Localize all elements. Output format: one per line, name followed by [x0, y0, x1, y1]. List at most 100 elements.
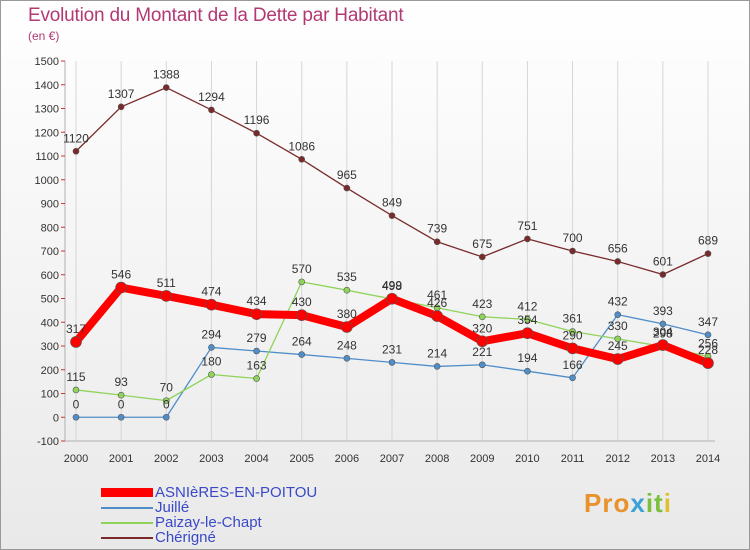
data-label-asnieres: 430	[292, 295, 312, 309]
data-label-paizay: 361	[563, 312, 583, 326]
y-tick-label: 300	[41, 341, 59, 353]
data-label-juille: 231	[382, 342, 402, 356]
data-point-juille-2010	[524, 367, 531, 375]
y-tick-label: 1300	[35, 104, 59, 116]
data-label-paizay: 498	[382, 279, 402, 293]
data-label-juille: 294	[201, 327, 221, 341]
x-tick-label: 2002	[154, 453, 178, 465]
y-tick-label: 800	[41, 222, 59, 234]
data-point-juille-2013	[659, 320, 667, 328]
x-tick-label: 2001	[109, 453, 133, 465]
data-label-cherigne: 739	[427, 222, 447, 236]
data-label-asnieres: 499	[382, 279, 402, 293]
data-label-asnieres: 511	[157, 276, 176, 290]
x-tick-label: 2010	[515, 453, 539, 465]
data-label-asnieres: 317	[66, 322, 86, 336]
legend-label-cherigne: Chérigné	[155, 529, 216, 546]
y-tick-label: 1500	[35, 56, 59, 68]
legend-swatch-asnieres	[101, 488, 153, 497]
data-point-paizay-2004	[253, 375, 260, 382]
y-tick-label: 900	[41, 199, 59, 211]
data-point-paizay-2010	[524, 316, 531, 323]
data-point-asnieres-2003	[205, 298, 218, 311]
data-label-cherigne: 675	[472, 237, 492, 251]
data-label-cherigne: 1294	[198, 90, 225, 104]
data-point-cherigne-2009	[478, 253, 486, 261]
data-label-juille: 347	[698, 315, 718, 329]
x-tick-label: 2014	[696, 453, 720, 465]
data-label-asnieres: 546	[111, 268, 131, 282]
data-point-cherigne-2005	[298, 156, 306, 163]
data-label-paizay: 412	[517, 299, 537, 313]
data-label-paizay: 163	[247, 359, 267, 373]
data-label-juille: 221	[472, 345, 492, 359]
data-point-asnieres-2007	[386, 292, 398, 305]
data-label-paizay: 180	[201, 355, 221, 369]
data-label-asnieres: 474	[201, 285, 221, 299]
data-point-cherigne-2011	[569, 247, 576, 255]
data-point-paizay-2009	[478, 313, 486, 321]
y-tick-label: 700	[41, 246, 59, 258]
data-point-paizay-2011	[569, 328, 576, 335]
data-label-juille: 432	[608, 295, 628, 309]
x-tick-label: 2009	[470, 453, 494, 465]
legend-label-asnieres: ASNIèRES-EN-POITOU	[155, 484, 318, 501]
data-label-cherigne: 1086	[288, 139, 315, 153]
data-label-paizay: 570	[292, 262, 312, 276]
y-tick-label: 200	[41, 365, 59, 377]
data-point-paizay-2006	[343, 286, 351, 294]
data-point-cherigne-2000	[72, 147, 80, 155]
data-point-cherigne-2010	[524, 235, 531, 243]
y-tick-label: 0	[53, 412, 59, 424]
data-label-cherigne: 689	[698, 234, 718, 248]
data-point-asnieres-2005	[295, 309, 308, 321]
data-label-juille: 0	[73, 397, 80, 411]
data-label-asnieres: 354	[517, 313, 537, 327]
data-point-cherigne-2001	[117, 103, 125, 111]
data-point-asnieres-2006	[341, 321, 353, 333]
x-tick-label: 2013	[651, 453, 675, 465]
x-tick-label: 2005	[289, 453, 313, 465]
data-point-juille-2006	[343, 355, 351, 362]
chart-unit: (en €)	[28, 29, 60, 43]
data-point-juille-2011	[569, 374, 576, 382]
data-point-juille-2000	[72, 413, 80, 421]
data-label-paizay: 535	[337, 270, 357, 284]
data-label-asnieres: 290	[563, 328, 583, 342]
legend-swatch-juille	[101, 507, 153, 509]
data-label-paizay: 256	[698, 336, 718, 350]
data-point-cherigne-2006	[343, 184, 351, 192]
data-label-cherigne: 1388	[153, 68, 180, 82]
data-label-cherigne: 965	[337, 168, 357, 182]
data-label-cherigne: 601	[653, 255, 673, 269]
data-label-asnieres: 245	[608, 339, 628, 353]
data-point-asnieres-2011	[566, 342, 579, 355]
y-tick-label: 100	[41, 389, 59, 401]
data-label-juille: 194	[517, 351, 537, 365]
data-point-asnieres-2014	[702, 357, 714, 369]
data-label-asnieres: 320	[472, 321, 492, 335]
data-label-asnieres: 426	[427, 296, 447, 310]
x-tick-label: 2007	[380, 453, 404, 465]
data-point-asnieres-2013	[657, 339, 669, 351]
data-label-asnieres: 434	[247, 294, 267, 308]
data-point-juille-2005	[298, 351, 306, 358]
legend-label-juille: Juillé	[155, 499, 190, 516]
y-tick-label: 1400	[35, 80, 59, 92]
data-point-juille-2008	[433, 363, 441, 370]
data-label-cherigne: 700	[563, 231, 583, 245]
data-label-juille: 0	[118, 397, 125, 411]
data-point-juille-2004	[253, 347, 260, 355]
y-tick-label: 1100	[35, 151, 59, 163]
data-point-cherigne-2002	[162, 84, 170, 91]
data-point-asnieres-2012	[611, 353, 624, 365]
data-point-cherigne-2007	[388, 212, 396, 219]
data-point-juille-2014	[704, 331, 712, 339]
data-label-juille: 279	[247, 331, 267, 345]
data-point-asnieres-2000	[70, 336, 82, 348]
data-point-paizay-2001	[117, 391, 125, 399]
data-label-juille: 393	[653, 304, 673, 318]
y-tick-label: 1200	[35, 127, 59, 139]
